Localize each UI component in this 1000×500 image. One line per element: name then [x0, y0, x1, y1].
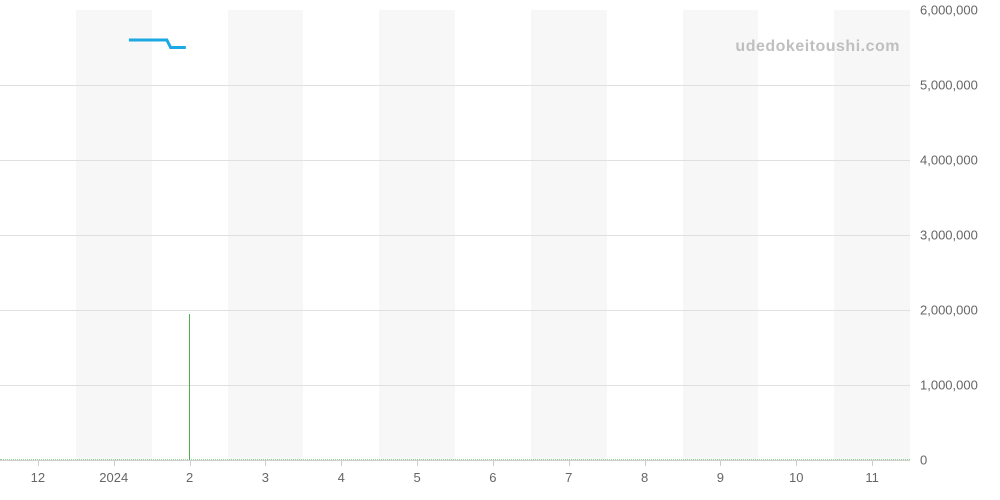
- x-tick-label: 10: [789, 470, 803, 485]
- chart-container: udedokeitoushi.com: [0, 0, 1000, 500]
- y-tick-label: 5,000,000: [920, 78, 978, 93]
- x-tick-mark: [569, 460, 570, 466]
- y-tick-label: 2,000,000: [920, 303, 978, 318]
- x-tick-mark: [265, 460, 266, 466]
- x-tick-mark: [720, 460, 721, 466]
- x-tick-label: 6: [489, 470, 496, 485]
- y-tick-label: 3,000,000: [920, 228, 978, 243]
- x-tick-label: 9: [717, 470, 724, 485]
- x-tick-label: 8: [641, 470, 648, 485]
- y-tick-label: 0: [920, 453, 927, 468]
- x-tick-mark: [872, 460, 873, 466]
- x-tick-mark: [341, 460, 342, 466]
- x-tick-label: 5: [413, 470, 420, 485]
- x-tick-mark: [796, 460, 797, 466]
- x-tick-mark: [645, 460, 646, 466]
- x-tick-label: 2024: [99, 470, 128, 485]
- x-tick-mark: [114, 460, 115, 466]
- y-tick-label: 1,000,000: [920, 378, 978, 393]
- y-tick-label: 4,000,000: [920, 153, 978, 168]
- x-tick-label: 11: [865, 470, 879, 485]
- watermark-text: udedokeitoushi.com: [735, 38, 900, 56]
- x-tick-label: 4: [338, 470, 345, 485]
- line-series: [0, 10, 910, 460]
- x-axis-line: [0, 460, 910, 461]
- x-tick-mark: [417, 460, 418, 466]
- x-tick-mark: [190, 460, 191, 466]
- x-tick-label: 2: [186, 470, 193, 485]
- x-tick-mark: [493, 460, 494, 466]
- x-tick-mark: [38, 460, 39, 466]
- x-tick-label: 3: [262, 470, 269, 485]
- plot-area: [0, 10, 910, 460]
- y-tick-label: 6,000,000: [920, 3, 978, 18]
- x-tick-label: 12: [31, 470, 45, 485]
- x-tick-label: 7: [565, 470, 572, 485]
